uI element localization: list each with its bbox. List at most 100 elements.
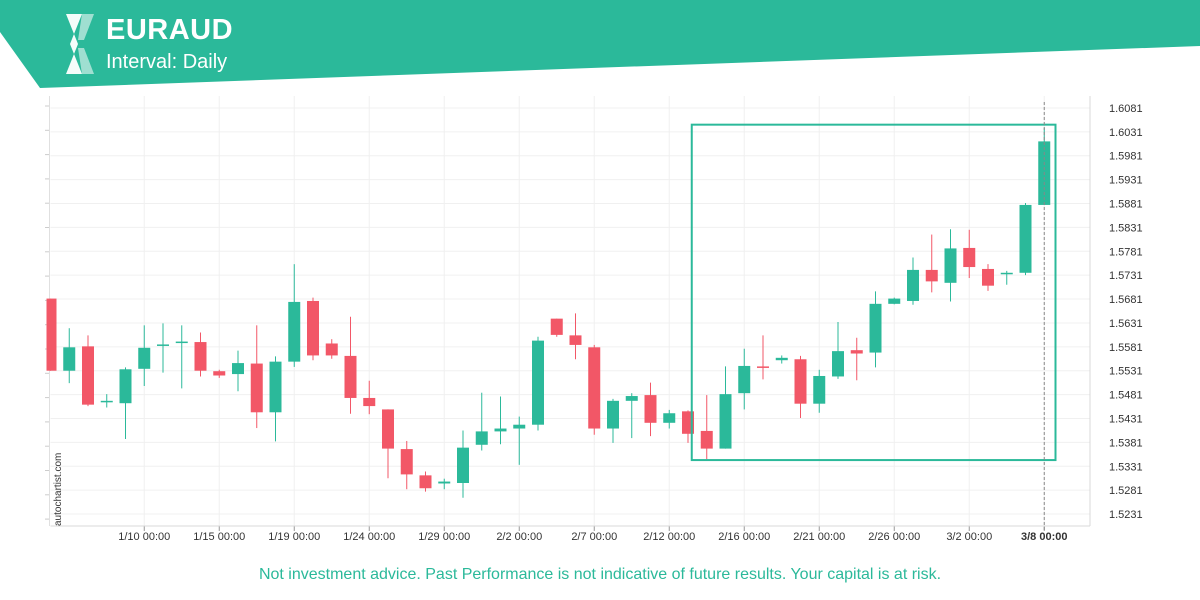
candle	[982, 264, 994, 291]
y-tick-label: 1.6081	[1109, 103, 1143, 115]
candlestick-chart: 1.6081 1.6031 1.5981 1.5931 1.5881 1.5831 1.57…	[45, 96, 1143, 543]
candle-body	[588, 347, 601, 429]
x-tick-label: 3/8 00:00	[1021, 531, 1067, 543]
y-tick-label: 1.5981	[1109, 151, 1143, 163]
candle-body	[907, 269, 919, 301]
candle	[457, 430, 469, 498]
candle	[757, 335, 769, 380]
candle-body	[738, 365, 751, 394]
candle	[794, 355, 807, 419]
candle-body	[232, 363, 244, 375]
y-tick-label: 1.5731	[1109, 270, 1143, 282]
candle	[588, 344, 601, 435]
y-tick-label: 1.5581	[1109, 342, 1143, 354]
candle-body	[982, 268, 994, 286]
candle	[82, 335, 94, 407]
candle	[475, 392, 488, 451]
candle-body	[382, 409, 394, 449]
candle	[700, 395, 713, 460]
candle	[775, 355, 788, 364]
candle-body	[963, 247, 976, 268]
candle	[400, 440, 413, 490]
candle-body	[925, 269, 938, 282]
candle-body	[663, 413, 676, 423]
candle	[625, 393, 638, 439]
y-tick-label: 1.5331	[1109, 461, 1143, 473]
candle-body	[757, 366, 769, 368]
candle	[607, 398, 619, 443]
header-band	[0, 0, 1200, 88]
y-tick-label: 1.5481	[1109, 390, 1143, 402]
x-axis: 1/10 00:00 1/15 00:00 1/19 00:00 1/24 00:00…	[118, 531, 1067, 543]
candle	[813, 369, 826, 413]
candle-body	[119, 369, 132, 404]
candle-body	[475, 431, 488, 445]
candle	[344, 316, 357, 414]
candle-body	[438, 481, 451, 484]
candle-body	[550, 318, 563, 335]
candle-body	[700, 430, 713, 449]
candle-body	[944, 248, 957, 283]
candle	[719, 366, 732, 449]
x-tick-label: 3/2 00:00	[946, 531, 992, 543]
candle	[644, 382, 657, 437]
candle-body	[569, 335, 582, 345]
y-tick-label: 1.5881	[1109, 199, 1143, 211]
candle-body	[344, 355, 357, 398]
candle	[1019, 203, 1032, 276]
candle-body	[269, 361, 282, 413]
candle-body	[532, 340, 544, 425]
candle	[307, 297, 319, 361]
x-tick-label: 1/19 00:00	[268, 531, 320, 543]
candle	[382, 409, 394, 479]
candle	[419, 471, 432, 492]
y-tick-label: 1.5531	[1109, 366, 1143, 378]
x-tick-label: 1/10 00:00	[118, 531, 170, 543]
y-tick-label: 1.5631	[1109, 318, 1143, 330]
candle	[963, 229, 976, 279]
candle-body	[288, 301, 301, 362]
x-tick-label: 1/15 00:00	[193, 531, 245, 543]
y-tick-label: 1.5281	[1109, 485, 1143, 497]
candle-body	[175, 341, 188, 344]
grid	[45, 96, 1091, 531]
candle	[213, 369, 226, 378]
candle	[869, 291, 882, 368]
candle-body	[138, 347, 151, 369]
candle	[138, 325, 151, 387]
candle-body	[888, 298, 901, 304]
candle	[232, 350, 244, 392]
candle-body	[307, 300, 319, 356]
y-axis: 1.6081 1.6031 1.5981 1.5931 1.5881 1.5831 1.57…	[1109, 103, 1143, 521]
candle	[944, 229, 957, 302]
candle	[532, 336, 544, 431]
candle-body	[1019, 204, 1032, 273]
candle-body	[325, 343, 338, 356]
y-tick-label: 1.5431	[1109, 414, 1143, 426]
candle	[363, 380, 376, 415]
x-tick-label: 2/21 00:00	[793, 531, 845, 543]
candle-body	[363, 397, 376, 407]
candle	[157, 323, 169, 373]
y-tick-label: 1.5231	[1109, 509, 1143, 521]
x-tick-label: 2/2 00:00	[496, 531, 542, 543]
candle	[46, 298, 57, 371]
candle-body	[625, 396, 638, 401]
x-tick-label: 2/12 00:00	[643, 531, 695, 543]
candle-body	[157, 344, 169, 346]
candle	[925, 234, 938, 293]
candle	[832, 321, 844, 379]
candle	[194, 332, 207, 377]
candle	[663, 409, 676, 429]
candle	[888, 297, 901, 305]
interval-label: Interval: Daily	[106, 51, 228, 73]
candle-body	[775, 357, 788, 361]
candle-body	[813, 375, 826, 404]
candle	[438, 478, 451, 490]
candle-body	[869, 303, 882, 353]
y-tick-label: 1.5831	[1109, 222, 1143, 234]
candle-body	[794, 359, 807, 404]
disclaimer: Not investment advice. Past Performance …	[258, 566, 942, 583]
candle-body	[832, 351, 844, 377]
y-tick-label: 1.5381	[1109, 437, 1143, 449]
